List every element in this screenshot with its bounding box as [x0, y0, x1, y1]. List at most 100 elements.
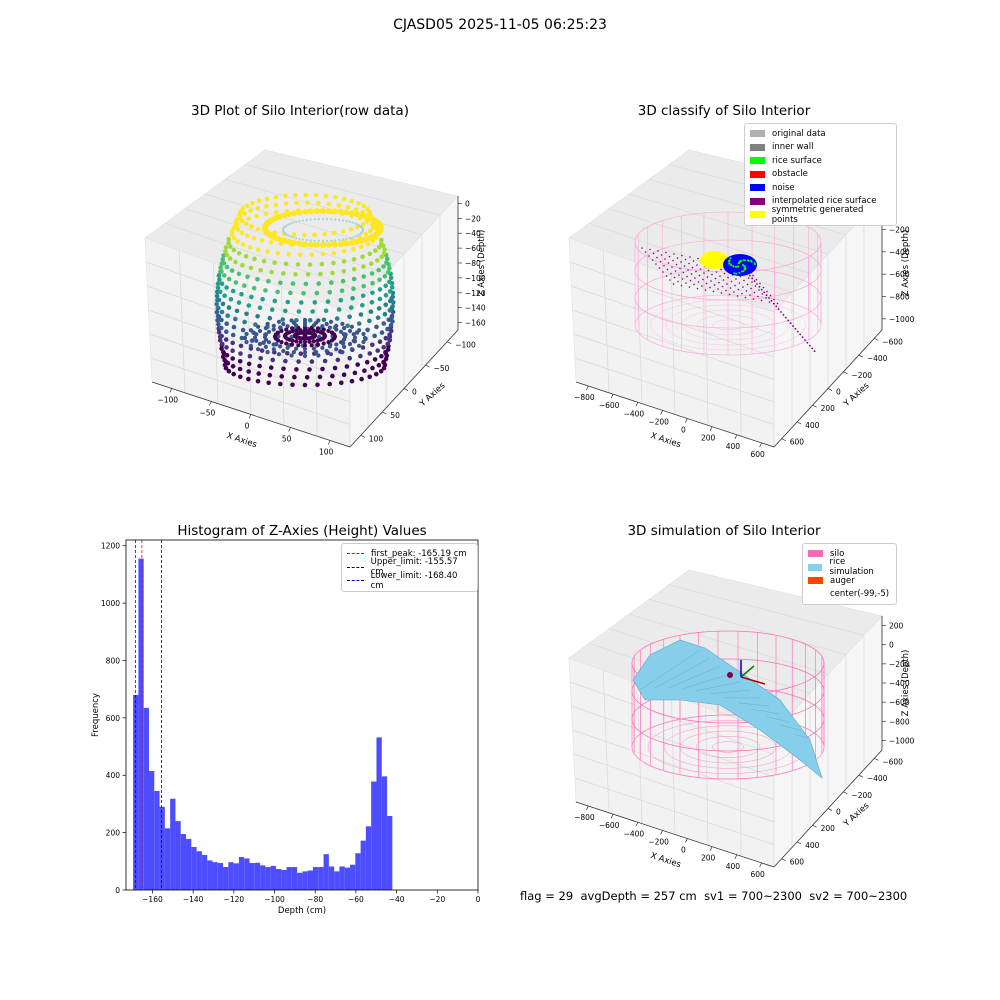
data-point [230, 332, 236, 338]
data-point [341, 249, 347, 254]
rice-surface-point [750, 260, 753, 263]
data-point [361, 283, 367, 289]
interpolated-point [662, 271, 664, 273]
data-point [327, 344, 332, 349]
data-point [372, 333, 377, 339]
data-point [231, 235, 237, 241]
data-point [278, 325, 283, 330]
histogram-bar [180, 834, 187, 890]
rice-surface-mesh [765, 716, 791, 723]
data-point [234, 308, 240, 314]
data-point [340, 278, 346, 284]
data-point [375, 315, 381, 321]
interpolated-point [746, 283, 749, 286]
interpolated-point [694, 277, 696, 279]
interpolated-point [697, 257, 699, 260]
interpolated-point [677, 280, 679, 283]
data-point [309, 239, 312, 242]
data-point [238, 374, 243, 380]
data-point [341, 372, 347, 378]
data-point [349, 378, 355, 384]
data-point [362, 335, 368, 341]
z-tick-label: −800 [889, 293, 910, 302]
legend-swatch [808, 590, 823, 598]
data-point [233, 316, 238, 322]
data-point [382, 247, 387, 252]
interpolated-point [768, 301, 771, 303]
interpolated-point [750, 287, 752, 290]
interpolated-point [725, 289, 727, 292]
rice-surface-point [729, 257, 732, 260]
interpolated-point [686, 275, 688, 278]
data-point [239, 291, 244, 297]
data-point [265, 350, 270, 355]
data-point [339, 380, 344, 386]
data-point [341, 337, 347, 342]
data-point [240, 327, 246, 333]
data-point [360, 222, 366, 227]
auger-axis-y [740, 665, 755, 678]
data-point [343, 209, 350, 216]
rice-surface-mesh [639, 649, 701, 691]
data-point [311, 346, 316, 351]
legend-item: symmetric generated points [750, 205, 890, 225]
histogram-bar [201, 855, 208, 890]
interpolated-point [707, 269, 710, 272]
x-tick-label: −100 [157, 396, 178, 405]
data-point [369, 271, 375, 276]
interpolated-point [780, 311, 782, 313]
x-tick-label: 600 [750, 450, 765, 459]
y-tick [812, 404, 817, 408]
data-point [349, 324, 354, 329]
x-tick-label: −400 [624, 409, 645, 418]
interpolated-point [680, 261, 682, 263]
x-axis-label: X Axies [649, 851, 682, 870]
rice-surface-point [735, 272, 738, 275]
data-point [256, 324, 261, 329]
rice-surface-point [728, 262, 731, 264]
data-point [244, 311, 249, 317]
legend-label: Lower_limit: -168.40 cm [370, 570, 458, 591]
histogram-bar [244, 858, 250, 890]
data-point [360, 293, 366, 299]
data-point [302, 339, 308, 345]
histogram-bar [297, 872, 303, 890]
legend-item: inner wall [750, 141, 890, 155]
data-point [327, 381, 333, 387]
y-tick-label: 0 [836, 808, 841, 817]
legend-swatch [750, 170, 765, 178]
data-point [226, 276, 232, 282]
z-tick-label: −140 [465, 304, 486, 313]
interpolated-point [808, 344, 811, 347]
data-point [375, 348, 381, 353]
interpolated-point [649, 248, 651, 251]
x-tick-label: −40 [389, 895, 405, 904]
data-point [387, 308, 393, 313]
data-point [324, 321, 329, 327]
grid-line [648, 598, 847, 656]
rice-surface-mesh [653, 657, 711, 689]
histogram-panel: −160 −140 −120 −100 −80 −60 −40 −20 0 0 200 400 600 8… [91, 539, 481, 916]
data-point [343, 240, 350, 247]
data-point [269, 307, 275, 313]
data-point [248, 343, 253, 348]
data-point [242, 283, 247, 288]
histogram-bar [286, 867, 292, 890]
histogram-bar [138, 558, 144, 890]
data-point [345, 204, 351, 210]
interpolated-point [691, 266, 694, 269]
interpolated-point [711, 273, 713, 276]
data-point [226, 305, 232, 310]
interpolated-point [675, 263, 678, 266]
histogram-bar [281, 869, 287, 890]
data-point [381, 359, 386, 365]
data-point [357, 343, 362, 348]
data-point [294, 200, 300, 206]
y-tick [781, 858, 786, 861]
data-point [288, 290, 293, 296]
histogram-bar [186, 838, 192, 890]
histogram-bar [376, 737, 382, 890]
interpolated-point [671, 266, 673, 268]
data-point [370, 365, 375, 371]
interpolated-point [768, 297, 770, 299]
